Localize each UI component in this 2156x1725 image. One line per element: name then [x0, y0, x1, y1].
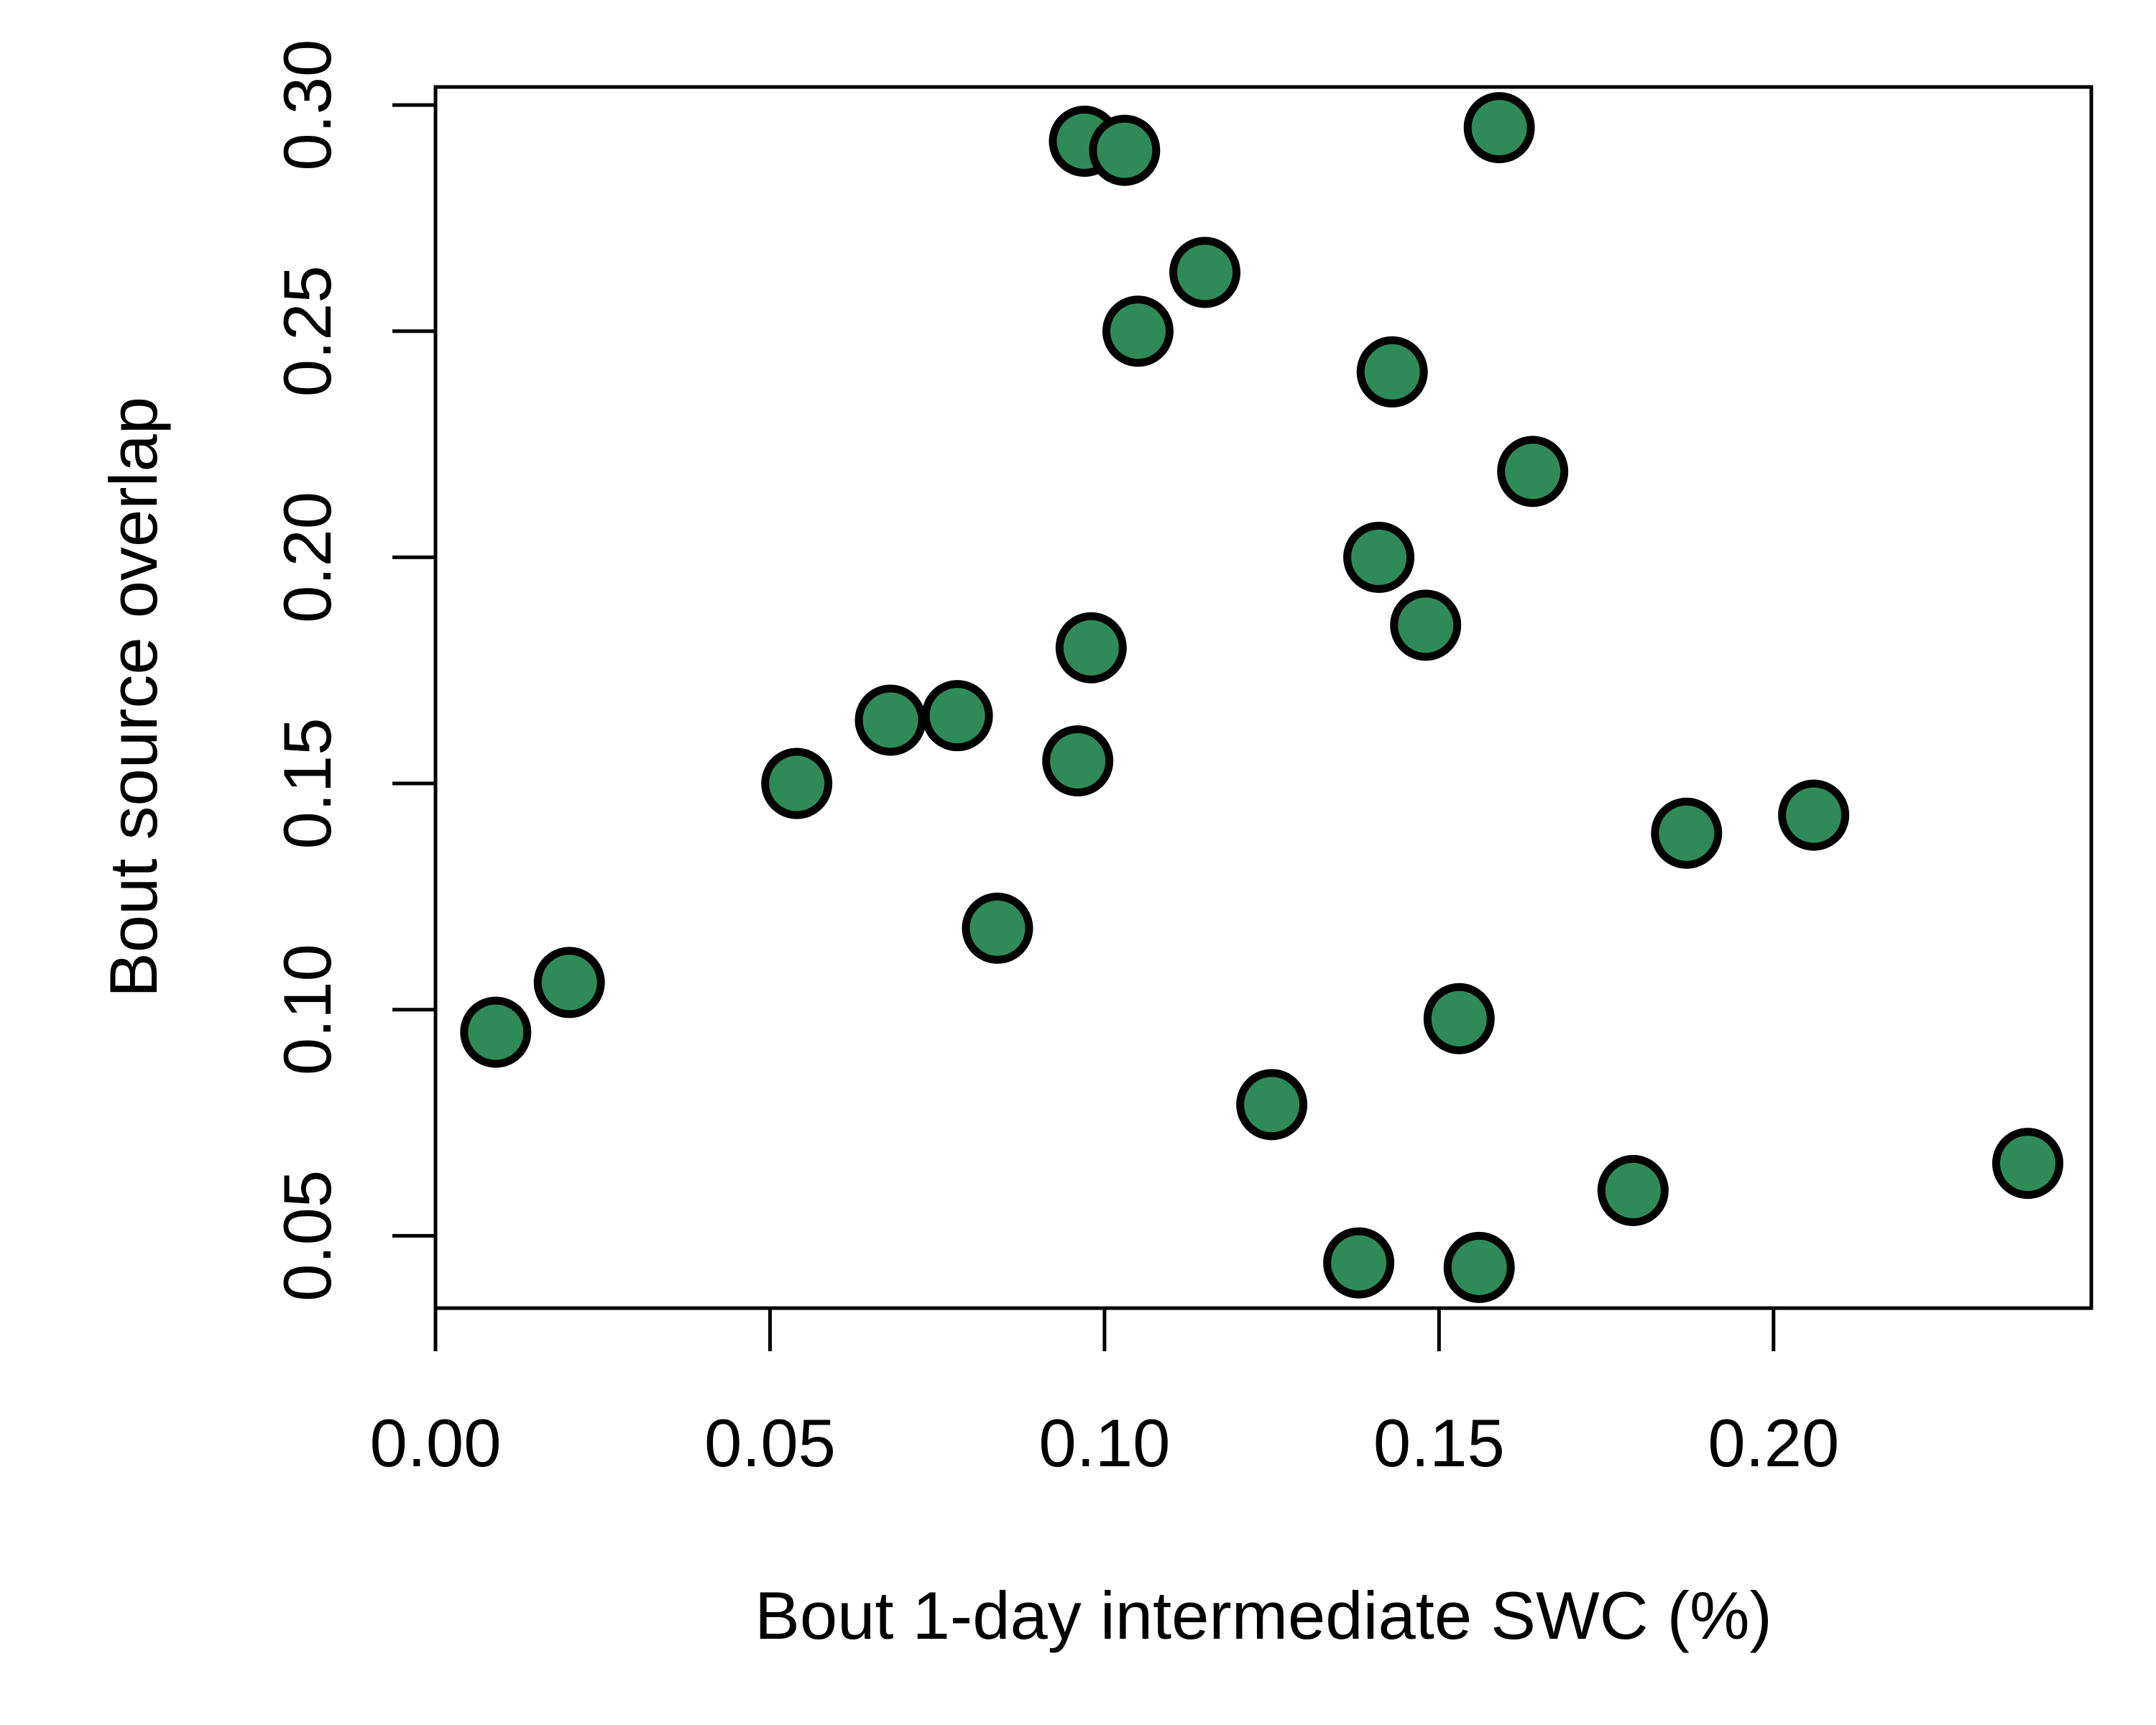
x-tick-label: 0.10: [1038, 1405, 1170, 1481]
data-point: [1323, 1227, 1395, 1299]
data-point: [921, 680, 993, 752]
data-point: [1597, 1154, 1669, 1226]
data-point: [460, 996, 532, 1068]
data-point: [1423, 983, 1495, 1054]
data-point: [854, 684, 926, 756]
data-point: [1089, 114, 1161, 186]
data-point: [533, 947, 605, 1018]
data-point: [1169, 236, 1241, 308]
x-tick-label: 0.20: [1708, 1405, 1839, 1481]
data-point: [1390, 589, 1462, 661]
data-point: [1236, 1069, 1308, 1141]
data-point: [1343, 521, 1415, 593]
data-point: [1651, 797, 1723, 869]
data-point: [1356, 336, 1428, 408]
data-point: [1497, 436, 1569, 507]
data-point: [1778, 779, 1850, 851]
data-point: [1463, 92, 1535, 164]
x-tick-label: 0.15: [1373, 1405, 1505, 1481]
x-axis: 0.00 0.05 0.10 0.15 0.20: [370, 1306, 1839, 1481]
data-points: [460, 92, 2064, 1303]
y-axis: 0.05 0.10 0.15 0.20 0.25 0.30: [270, 40, 438, 1302]
x-axis-title: Bout 1-day intermediate SWC (%): [755, 1578, 1772, 1653]
y-tick-label: 0.20: [270, 492, 345, 623]
y-tick-label: 0.15: [270, 718, 345, 850]
data-point: [1042, 725, 1114, 797]
data-point: [761, 748, 833, 819]
y-tick-label: 0.10: [270, 944, 345, 1075]
x-tick-label: 0.00: [370, 1405, 502, 1481]
y-tick-label: 0.05: [270, 1170, 345, 1302]
data-point: [1443, 1231, 1515, 1303]
y-tick-label: 0.30: [270, 40, 345, 171]
x-tick-label: 0.05: [704, 1405, 836, 1481]
data-point: [1102, 295, 1174, 367]
data-point: [1992, 1128, 2064, 1200]
y-tick-label: 0.25: [270, 265, 345, 397]
y-axis-title: Bout source overlap: [96, 397, 171, 998]
data-point: [962, 892, 1033, 964]
data-point: [1055, 612, 1127, 684]
